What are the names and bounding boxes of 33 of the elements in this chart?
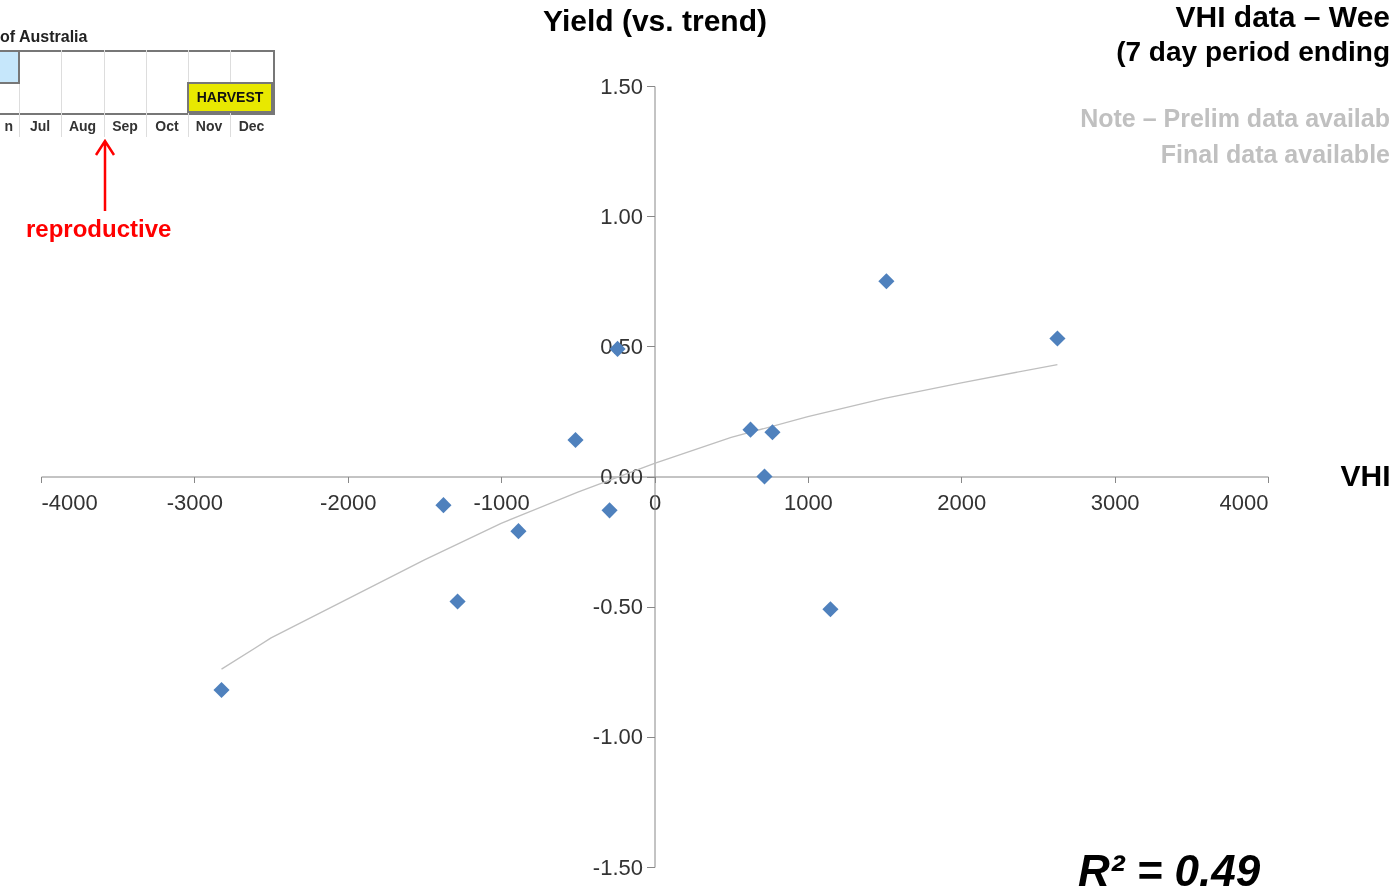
chart-title: VHI data – Wee xyxy=(1175,0,1390,34)
x-tick-label: -2000 xyxy=(320,490,377,515)
x-tick-label: 2000 xyxy=(937,490,987,515)
text: n xyxy=(4,118,13,134)
x-tick-label: 1000 xyxy=(783,490,833,515)
annotation: Sep xyxy=(111,118,139,134)
annotation: Note – Prelim data availab xyxy=(1080,104,1390,133)
y-tick-label: -1.50 xyxy=(592,854,643,880)
annotation: reproductive xyxy=(26,215,172,243)
x-tick-label: -4000 xyxy=(41,490,98,515)
annotation: R² = 0.49 xyxy=(1078,846,1261,893)
annotation: Nov xyxy=(194,118,224,134)
x-tick-label: 3000 xyxy=(1090,490,1140,515)
chart-subtitle: (7 day period ending xyxy=(1116,36,1390,68)
y-axis-title: Yield (vs. trend) xyxy=(543,3,767,37)
annotation: Oct xyxy=(154,118,180,134)
annotation: Aug xyxy=(67,118,98,134)
annotation: Dec xyxy=(237,118,266,134)
line-series xyxy=(220,363,1059,670)
x-tick-label: 4000 xyxy=(1219,490,1269,515)
x-tick-label: -3000 xyxy=(166,490,224,515)
y-tick-label: -1.00 xyxy=(592,724,643,750)
x-tick-label: -1000 xyxy=(473,490,530,515)
annotation: Final data available xyxy=(1160,140,1390,169)
annotation: HARVEST xyxy=(187,82,273,113)
y-tick-label: 1.00 xyxy=(600,203,643,229)
x-tick-label: 0 xyxy=(648,490,662,515)
text: of Australia xyxy=(0,28,88,45)
y-tick-label: 1.50 xyxy=(600,73,643,99)
annotation: Jul xyxy=(28,118,52,134)
y-tick-label: -0.50 xyxy=(592,594,643,620)
x-axis-title: VHI xyxy=(1340,459,1391,492)
y-tick-label: 0.00 xyxy=(600,464,643,489)
